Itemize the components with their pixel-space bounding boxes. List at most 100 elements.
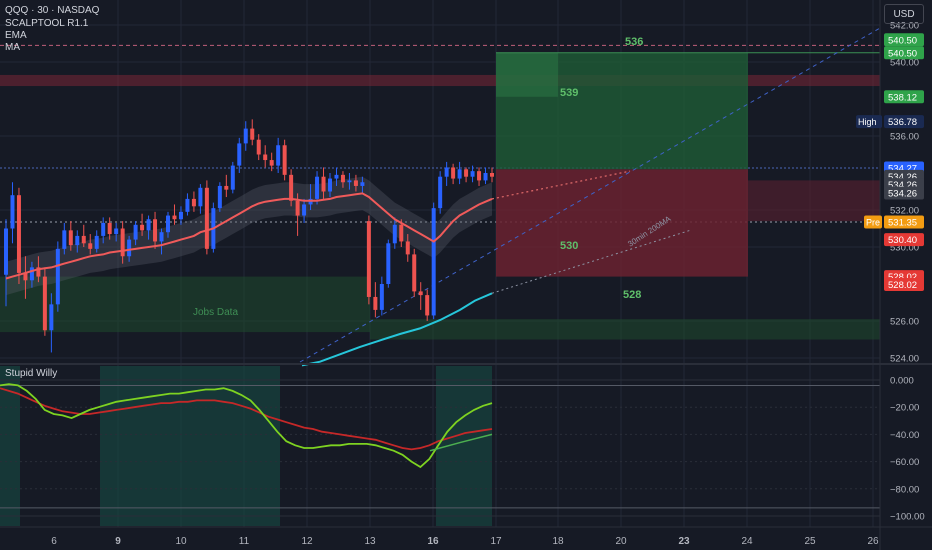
indicator-scalptool[interactable]: SCALPTOOL R1.1 xyxy=(5,18,89,29)
price-label-bg xyxy=(884,278,924,292)
osc-tick: −60.00 xyxy=(890,457,919,468)
candle-body xyxy=(360,182,365,186)
price-label: 536.78 xyxy=(888,117,917,128)
candle-body xyxy=(392,224,397,244)
price-tag: High xyxy=(858,117,877,127)
candle-body xyxy=(68,230,73,246)
price-label: 534.26 xyxy=(888,172,917,183)
candle-body xyxy=(412,254,417,292)
candle-body xyxy=(217,185,222,209)
candle-body xyxy=(29,267,34,281)
candle-body xyxy=(250,128,255,140)
candle-body xyxy=(289,174,294,201)
loss-zone-ext xyxy=(748,180,880,222)
candle-body xyxy=(302,204,307,216)
ema-cloud xyxy=(6,176,492,296)
candle-body xyxy=(347,180,352,183)
level-539-label: 539 xyxy=(560,87,578,99)
candle-body xyxy=(334,174,339,179)
price-label: 538.12 xyxy=(888,92,917,103)
oscillator-pane xyxy=(0,366,880,526)
candle-body xyxy=(172,215,177,220)
price-tag-bg xyxy=(856,115,882,129)
time-tick: 6 xyxy=(51,536,57,547)
candle-body xyxy=(10,195,15,229)
price-label: 534.26 xyxy=(888,180,917,191)
candle-body xyxy=(230,165,235,190)
candle-body xyxy=(321,176,326,192)
candle-body xyxy=(94,235,99,249)
price-tag: Pre xyxy=(866,218,880,228)
indicator-ma[interactable]: MA xyxy=(5,42,20,53)
candle-body xyxy=(340,174,345,183)
price-tag-bg xyxy=(864,215,882,229)
loss-zone xyxy=(496,169,748,277)
profit-zone-upper xyxy=(496,52,558,97)
time-tick: 20 xyxy=(615,536,627,547)
candle-body xyxy=(431,208,436,316)
candle-body xyxy=(140,224,145,231)
price-tick: 540.00 xyxy=(890,58,919,69)
candle-body xyxy=(36,267,41,277)
osc-zone xyxy=(436,366,492,526)
candle-body xyxy=(483,173,488,181)
price-label: 534.26 xyxy=(888,188,917,199)
jobs-data-zone xyxy=(0,276,370,333)
candle-body xyxy=(470,171,475,177)
osc-tick: −40.00 xyxy=(890,430,919,441)
candle-body xyxy=(366,221,371,297)
oscillator-title[interactable]: Stupid Willy xyxy=(5,368,58,379)
candle-body xyxy=(399,224,404,242)
candle-body xyxy=(191,198,196,207)
candle-body xyxy=(425,295,430,316)
candle-body xyxy=(49,304,54,331)
candle-body xyxy=(153,219,158,242)
time-tick: 11 xyxy=(239,536,250,547)
price-label-bg xyxy=(884,233,924,247)
candle-body xyxy=(62,230,67,249)
candle-body xyxy=(146,219,151,231)
candle-body xyxy=(120,228,125,257)
price-tick: 530.00 xyxy=(890,243,919,254)
candle-body xyxy=(263,154,268,161)
candle-body xyxy=(81,235,86,244)
price-label: 531.35 xyxy=(888,218,917,229)
candle-body xyxy=(88,243,93,249)
price-label-bg xyxy=(884,215,924,229)
trade-zones xyxy=(0,44,880,340)
candle-body xyxy=(204,187,209,249)
osc-tick: 0.000 xyxy=(890,376,914,387)
candle-body xyxy=(386,243,391,284)
candle-body xyxy=(159,232,164,242)
currency-button[interactable]: USD xyxy=(884,4,924,24)
candle-body xyxy=(75,235,80,246)
indicator-ema[interactable]: EMA xyxy=(5,30,27,41)
candle-body xyxy=(23,272,28,281)
osc-signal-line xyxy=(429,433,493,452)
symbol-line[interactable]: QQQ · 30 · NASDAQ xyxy=(5,5,100,16)
price-tick: 532.00 xyxy=(890,206,919,217)
time-tick: 12 xyxy=(301,536,313,547)
price-label: 528.02 xyxy=(888,280,917,291)
candle-body xyxy=(295,200,300,216)
candle-body xyxy=(373,296,378,310)
time-tick: 9 xyxy=(115,536,121,547)
candle-body xyxy=(328,178,332,192)
time-tick: 26 xyxy=(867,536,879,547)
candle-body xyxy=(133,224,138,240)
candle-body xyxy=(457,169,462,179)
ema-projection-line xyxy=(491,170,631,200)
osc-zone xyxy=(100,366,280,526)
price-label-bg xyxy=(884,186,924,200)
price-tick: 542.00 xyxy=(890,21,919,32)
price-label: 534.27 xyxy=(888,164,917,175)
candle-body xyxy=(490,173,494,177)
time-tick: 10 xyxy=(175,536,187,547)
resistance-band xyxy=(0,74,880,87)
candle-body xyxy=(464,169,469,177)
ma200-line xyxy=(301,292,493,367)
candle-body xyxy=(282,145,287,175)
candle-body xyxy=(127,239,132,257)
support-zone xyxy=(370,319,880,340)
